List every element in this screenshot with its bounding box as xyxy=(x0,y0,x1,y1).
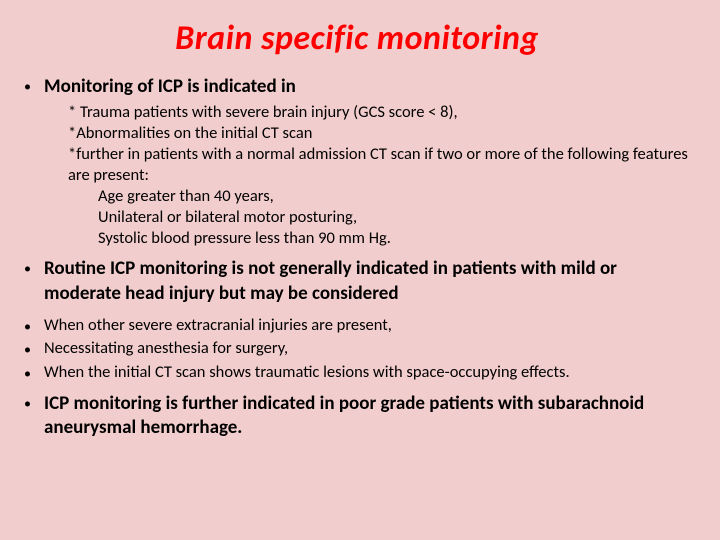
bullet-text-3: When other severe extracranial injuries … xyxy=(44,315,690,336)
bullet-item-3: • When other severe extracranial injurie… xyxy=(24,315,690,337)
bullet-item-2: • Routine ICP monitoring is not generall… xyxy=(24,257,690,306)
bullet-heading-1: Monitoring of ICP is indicated in xyxy=(44,75,690,100)
sub-line: *further in patients with a normal admis… xyxy=(68,144,690,186)
bullet-text-4: Necessitating anesthesia for surgery, xyxy=(44,338,690,359)
bullet-text-5: When the initial CT scan shows traumatic… xyxy=(44,362,690,383)
bullet-marker: • xyxy=(24,362,44,384)
sub-content-block-1: * Trauma patients with severe brain inju… xyxy=(44,102,690,250)
sub-sub-line: Age greater than 40 years, xyxy=(98,186,690,207)
bullet-marker: • xyxy=(24,257,44,279)
slide-title: Brain specific monitoring xyxy=(24,18,690,59)
bullet-marker: • xyxy=(24,315,44,337)
bullet-item-6: • ICP monitoring is further indicated in… xyxy=(24,392,690,441)
bullet-marker: • xyxy=(24,75,44,97)
bullet-marker: • xyxy=(24,392,44,414)
sub-sub-line: Unilateral or bilateral motor posturing, xyxy=(98,207,690,228)
bullet-text-2: Routine ICP monitoring is not generally … xyxy=(44,257,690,306)
sub-sub-line: Systolic blood pressure less than 90 mm … xyxy=(98,228,690,249)
bullet-text-6: ICP monitoring is further indicated in p… xyxy=(44,392,690,441)
bullet-item-5: • When the initial CT scan shows traumat… xyxy=(24,362,690,384)
sub-line: *Abnormalities on the initial CT scan xyxy=(68,123,690,144)
bullet-item-1: • Monitoring of ICP is indicated in xyxy=(24,75,690,100)
bullet-marker: • xyxy=(24,338,44,360)
sub-line: * Trauma patients with severe brain inju… xyxy=(68,102,690,123)
bullet-item-4: • Necessitating anesthesia for surgery, xyxy=(24,338,690,360)
